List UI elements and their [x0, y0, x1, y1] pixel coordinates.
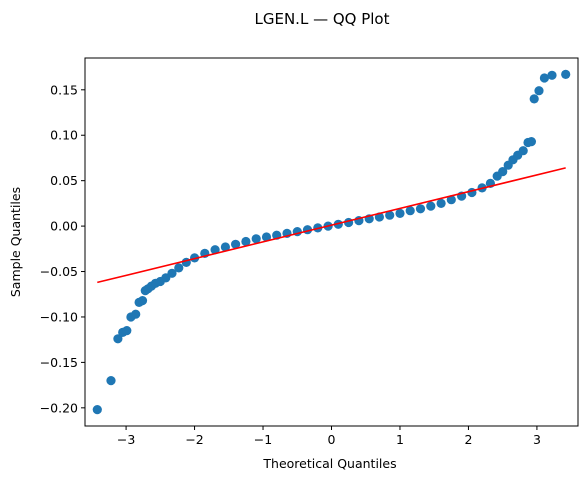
y-tick-label-4: 0.00: [50, 219, 78, 234]
sample-point-15: [167, 268, 177, 278]
y-tick-label-3: −0.05: [40, 264, 78, 279]
sample-point-55: [526, 137, 537, 147]
x-tick-label-4: 1: [396, 432, 404, 447]
y-tick-label-0: −0.20: [40, 400, 78, 415]
sample-point-0: [92, 405, 102, 415]
x-axis-title: Theoretical Quantiles: [262, 456, 396, 471]
sample-point-40: [415, 204, 426, 214]
sample-point-37: [385, 210, 395, 220]
sample-point-23: [241, 236, 251, 247]
x-tick-label-3: 0: [328, 432, 336, 447]
sample-point-2: [113, 334, 123, 344]
sample-point-20: [210, 245, 220, 255]
y-tick-label-2: −0.10: [40, 309, 78, 324]
sample-point-38: [395, 208, 405, 218]
y-tick-label-6: 0.10: [50, 128, 78, 143]
sample-point-22: [231, 239, 241, 249]
x-tick-label-1: −2: [185, 432, 203, 447]
y-tick-label-7: 0.15: [50, 82, 78, 97]
sample-point-1: [106, 376, 116, 386]
sample-point-57: [534, 86, 544, 96]
sample-point-60: [561, 69, 571, 79]
x-tick-label-5: 2: [464, 432, 472, 447]
sample-point-56: [529, 94, 539, 104]
sample-point-42: [436, 198, 446, 208]
y-tick-label-1: −0.15: [40, 355, 78, 370]
sample-point-39: [405, 206, 415, 216]
x-axis: −3 −2 −1 0 1 2 3: [117, 426, 541, 447]
sample-point-8: [137, 296, 148, 306]
plot-area: [92, 69, 571, 415]
sample-point-53: [518, 146, 528, 156]
x-tick-label-6: 3: [533, 432, 541, 447]
sample-point-4: [122, 326, 132, 336]
chart-title: LGEN.L — QQ Plot: [255, 10, 390, 28]
sample-point-16: [174, 263, 184, 273]
sample-point-6: [131, 309, 141, 319]
sample-point-49: [498, 167, 508, 177]
y-axis: −0.20 −0.15 −0.10 −0.05 0.00 0.05 0.10 0.15: [40, 82, 85, 415]
sample-point-59: [547, 70, 557, 80]
sample-point-21: [220, 242, 230, 252]
sample-point-24: [251, 234, 261, 244]
x-tick-label-2: −1: [254, 432, 272, 447]
sample-point-41: [426, 201, 436, 211]
reference-line: [97, 167, 566, 284]
y-axis-title: Sample Quantiles: [8, 187, 23, 297]
sample-point-58: [539, 73, 550, 83]
y-tick-label-5: 0.05: [50, 173, 78, 188]
sample-point-25: [261, 232, 272, 242]
x-tick-label-0: −3: [117, 432, 135, 447]
sample-point-43: [446, 195, 456, 205]
